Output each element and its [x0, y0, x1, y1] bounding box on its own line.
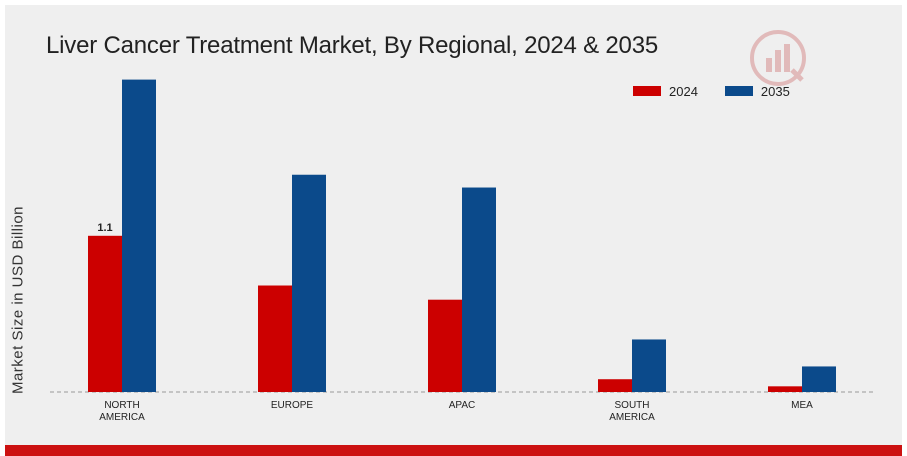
- x-tick-label: SOUTH AMERICA: [609, 400, 655, 423]
- bottom-accent-bar: [5, 445, 902, 456]
- market-research-logo-icon: [750, 30, 806, 86]
- chart-title: Liver Cancer Treatment Market, By Region…: [46, 32, 658, 59]
- legend-label-2024: 2024: [669, 83, 698, 99]
- data-label: 1.1: [97, 222, 112, 234]
- bar-2035-apac: [462, 187, 496, 392]
- x-tick-label: MEA: [791, 400, 813, 411]
- legend-swatch-2035: [724, 86, 753, 96]
- bar-2024-north-america: [88, 235, 122, 392]
- bar-2024-south-america: [598, 379, 632, 392]
- bar-2035-north-america: [122, 79, 156, 392]
- legend-item-2024: 2024: [633, 84, 698, 99]
- bar-2035-south-america: [632, 339, 666, 392]
- legend-label-2035: 2035: [760, 83, 790, 99]
- bar-2024-europe: [258, 285, 292, 392]
- x-tick-label: APAC: [449, 400, 476, 411]
- x-tick-label: EUROPE: [271, 400, 314, 411]
- bar-2035-mea: [802, 366, 836, 392]
- bar-2024-apac: [428, 299, 462, 392]
- legend-swatch-2024: [633, 86, 661, 96]
- bar-2024-mea: [768, 386, 802, 392]
- bar-2035-europe: [292, 174, 326, 392]
- legend-item-2035: 2035: [724, 83, 790, 99]
- legend: 2024 2035: [633, 83, 817, 99]
- x-tick-label: NORTH AMERICA: [99, 400, 145, 423]
